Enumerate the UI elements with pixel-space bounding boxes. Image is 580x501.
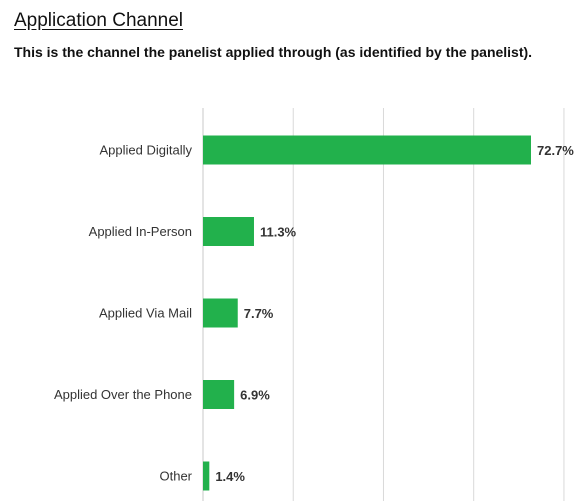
category-label: Applied In-Person: [89, 224, 192, 239]
category-label: Other: [159, 469, 192, 484]
bar: [203, 298, 238, 328]
chart-labels: Applied Digitally 72.7% Applied In-Person 1…: [54, 143, 574, 485]
category-label: Applied Via Mail: [99, 306, 192, 321]
category-label: Applied Over the Phone: [54, 387, 192, 402]
page-subtitle: This is the channel the panelist applied…: [14, 44, 533, 60]
bar: [203, 461, 210, 491]
chart-gridlines: [202, 108, 565, 501]
value-label: 11.3%: [260, 225, 297, 240]
bar: [203, 380, 235, 409]
value-label: 1.4%: [215, 469, 245, 484]
value-label: 6.9%: [240, 388, 270, 403]
value-label: 7.7%: [244, 306, 274, 321]
value-label: 72.7%: [537, 143, 574, 158]
bar: [203, 135, 531, 165]
category-label: Applied Digitally: [100, 143, 193, 158]
bar: [203, 217, 254, 246]
chart-bars: [203, 135, 531, 491]
page-title: Application Channel: [14, 10, 184, 31]
